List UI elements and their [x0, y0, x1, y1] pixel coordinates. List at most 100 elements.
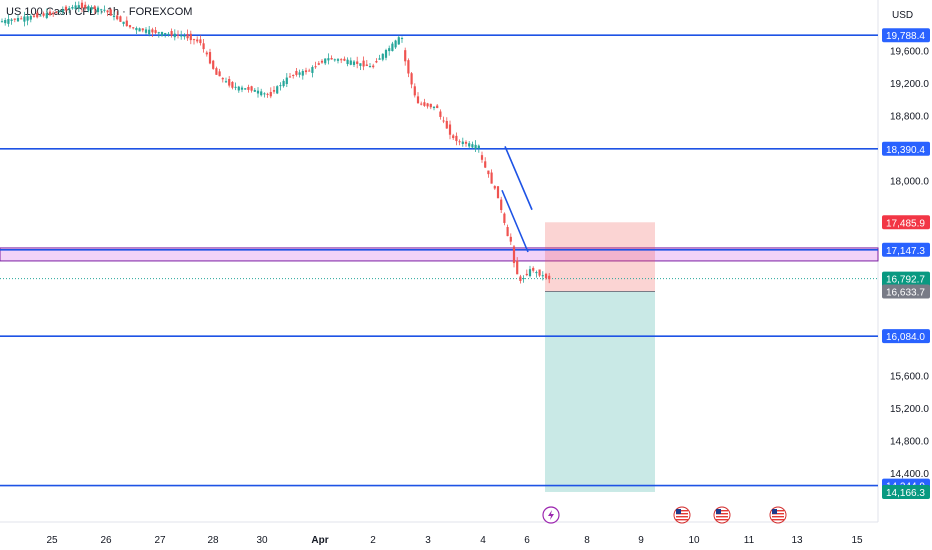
- resistance-zone[interactable]: [0, 247, 879, 262]
- candle-body: [122, 21, 125, 24]
- candle-body: [525, 273, 528, 276]
- candle-body: [532, 267, 535, 271]
- candle-body: [183, 35, 186, 37]
- candle-body: [509, 236, 512, 242]
- candle-body: [231, 81, 234, 88]
- x-tick-label: 9: [638, 535, 644, 546]
- candle-body: [516, 260, 519, 275]
- level-price-tag-text: 17,147.3: [886, 246, 925, 257]
- candle-body: [378, 58, 381, 60]
- candle-body: [490, 172, 493, 184]
- candle-body: [58, 10, 61, 13]
- candle-body: [359, 63, 362, 66]
- candle-body: [324, 58, 327, 64]
- x-tick-label: 30: [256, 535, 268, 546]
- candle-body: [218, 71, 221, 77]
- channel-upper-line[interactable]: [504, 146, 533, 211]
- flag-stripe: [772, 510, 784, 512]
- y-tick-label: 15,600.0: [890, 372, 929, 383]
- candle-body: [288, 76, 292, 78]
- candle-body: [4, 20, 7, 24]
- candle-body: [221, 78, 224, 80]
- candle-body: [548, 275, 551, 280]
- candle-body: [397, 37, 400, 45]
- take-profit-zone[interactable]: [545, 291, 655, 492]
- candle-body: [189, 33, 192, 41]
- prev-close-tag-text: 16,633.7: [886, 288, 925, 299]
- candle-body: [87, 6, 90, 11]
- candle-body: [61, 9, 64, 12]
- candle-body: [372, 65, 375, 68]
- currency-label: USD: [892, 10, 913, 21]
- candle-body: [148, 29, 151, 35]
- x-tick-label: 28: [207, 535, 219, 546]
- candle-body: [384, 50, 388, 58]
- candle-body: [208, 52, 212, 64]
- candle-body: [260, 91, 263, 96]
- candle-body: [285, 77, 288, 85]
- candle-body: [138, 28, 141, 32]
- candle-body: [484, 161, 487, 168]
- x-tick-label: 3: [425, 535, 431, 546]
- level-price-tag: [882, 28, 930, 43]
- stop-loss-zone[interactable]: [545, 222, 655, 292]
- candle-body: [269, 91, 272, 97]
- stop-price-tag: [882, 215, 930, 230]
- x-tick-label: Apr: [311, 535, 328, 546]
- candle-body: [442, 120, 445, 122]
- flag-stripe: [716, 513, 728, 515]
- candle-body: [356, 61, 359, 64]
- flag-stripe: [676, 510, 688, 512]
- candle-body: [160, 31, 164, 36]
- candle-body: [317, 63, 320, 65]
- flag-canton: [772, 509, 777, 514]
- x-tick-label: 25: [46, 535, 58, 546]
- candle-body: [500, 199, 503, 211]
- candle-body: [109, 9, 112, 16]
- candle-body: [164, 33, 167, 35]
- candle-body: [279, 85, 282, 87]
- candle-body: [394, 40, 397, 48]
- candle-body: [477, 145, 480, 149]
- flag-stripe: [716, 519, 728, 521]
- candle-body: [410, 73, 413, 85]
- candle-body: [144, 29, 148, 33]
- candle-body: [263, 93, 266, 95]
- candle-body: [247, 86, 250, 90]
- flag-canton: [676, 509, 681, 514]
- candle-body: [362, 60, 365, 67]
- y-tick-label: 14,800.0: [890, 437, 929, 448]
- candle-body: [429, 103, 432, 108]
- candle-body: [45, 13, 48, 18]
- candle-body: [74, 5, 77, 10]
- candle-body: [432, 106, 436, 109]
- candle-body: [167, 33, 170, 35]
- candle-body: [90, 7, 93, 10]
- candle-body: [298, 72, 301, 75]
- candle-body: [192, 39, 196, 41]
- candle-body: [333, 59, 336, 61]
- candle-body: [496, 186, 500, 199]
- candle-body: [407, 60, 410, 74]
- candle-body: [48, 11, 52, 16]
- candle-body: [388, 48, 391, 52]
- y-tick-label: 18,800.0: [890, 112, 929, 123]
- candle-body: [29, 15, 32, 20]
- candle-body: [544, 273, 548, 279]
- y-tick-label: 19,600.0: [890, 47, 929, 58]
- lightning-bolt-shape: [548, 510, 554, 520]
- candle-body: [212, 60, 215, 69]
- candle-body: [64, 6, 68, 11]
- candle-body: [26, 16, 29, 21]
- candle-body: [272, 90, 276, 92]
- candle-body: [468, 143, 471, 147]
- candle-body: [250, 86, 253, 91]
- candle-body: [244, 88, 247, 90]
- candle-body: [96, 7, 100, 13]
- candle-body: [170, 31, 173, 36]
- channel-lower-line[interactable]: [501, 189, 529, 253]
- candle-body: [119, 16, 122, 22]
- candle-body: [448, 124, 452, 135]
- target-price-tag: [882, 484, 930, 499]
